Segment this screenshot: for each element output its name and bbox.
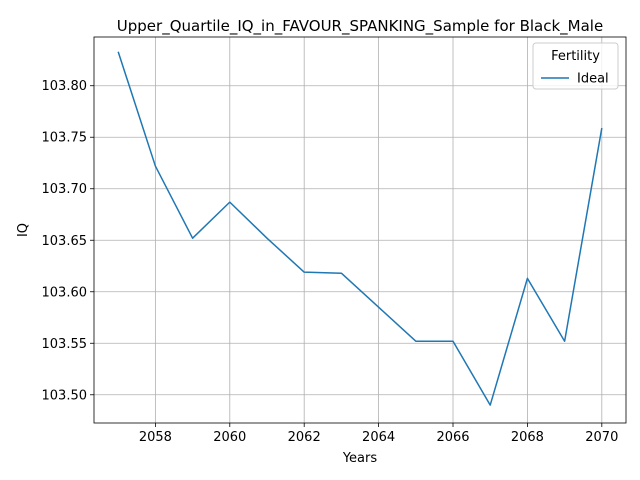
legend-entry-label: Ideal [577,72,609,87]
x-tick-label: 2064 [362,430,395,445]
series-line-ideal [117,51,603,406]
plot-frame [93,36,627,424]
legend-title: Fertility [551,49,600,64]
y-tick-label: 103.60 [42,285,88,300]
x-tick-label: 2070 [585,430,618,445]
y-tick-label: 103.70 [42,182,88,197]
y-tick-label: 103.75 [42,131,88,146]
x-tick-label: 2066 [436,430,469,445]
x-axis-ticks: 2058 2060 2062 2064 2066 2068 2070 [139,423,618,445]
x-tick-label: 2062 [288,430,321,445]
x-tick-label: 2068 [511,430,544,445]
y-axis-label: IQ [16,223,31,237]
chart-title: Upper_Quartile_IQ_in_FAVOUR_SPANKING_Sam… [117,17,603,36]
x-tick-label: 2058 [139,430,172,445]
x-axis-label: Years [342,451,378,466]
grid [94,37,626,423]
legend: Fertility Ideal [532,42,619,90]
y-tick-label: 103.65 [42,234,88,249]
y-tick-label: 103.55 [42,337,88,352]
series-layer [117,51,603,406]
y-tick-label: 103.80 [42,79,88,94]
y-tick-label: 103.50 [42,388,88,403]
x-tick-label: 2060 [213,430,246,445]
y-axis-ticks: 103.50 103.55 103.60 103.65 103.70 103.75 103.… [42,79,94,403]
